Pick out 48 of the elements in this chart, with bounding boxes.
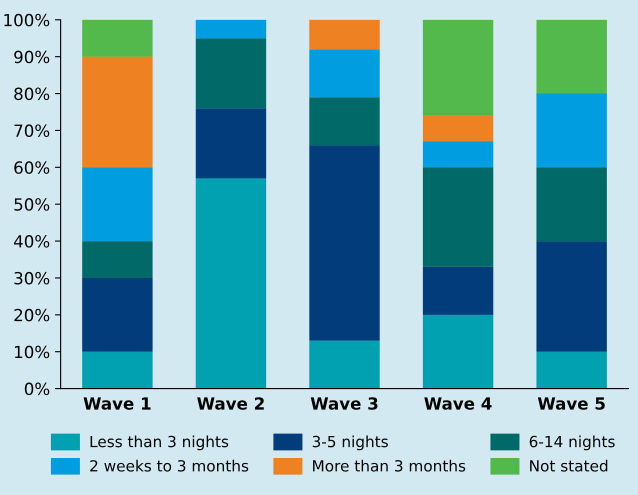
bar bbox=[536, 167, 607, 242]
bar bbox=[422, 266, 494, 315]
y-tick-label: 90% bbox=[14, 50, 50, 64]
legend-label: Less than 3 nights bbox=[90, 436, 228, 450]
y-tick-label: 100% bbox=[4, 14, 50, 26]
bar bbox=[196, 20, 266, 38]
legend-label: 6-14 nights bbox=[530, 436, 615, 450]
bar bbox=[82, 167, 153, 242]
bar bbox=[309, 49, 380, 98]
bar bbox=[536, 241, 607, 352]
bar bbox=[82, 352, 153, 389]
y-tick-label: 80% bbox=[14, 88, 50, 100]
bar bbox=[82, 241, 153, 278]
y-tick-label: 10% bbox=[14, 346, 50, 358]
legend-label: 3-5 nights bbox=[312, 436, 388, 450]
y-tick-label: 30% bbox=[14, 272, 50, 285]
legend-label: 2 weeks to 3 months bbox=[90, 460, 248, 472]
x-tick-label: Wave 3 bbox=[310, 397, 378, 410]
bar bbox=[536, 352, 607, 389]
bar bbox=[309, 145, 380, 341]
legend-label: More than 3 months bbox=[313, 460, 466, 472]
bar bbox=[82, 20, 153, 57]
bar bbox=[196, 38, 266, 108]
bar bbox=[422, 141, 494, 168]
y-tick-label: 40% bbox=[14, 235, 50, 248]
y-tick-label: 50% bbox=[14, 198, 50, 211]
bar bbox=[422, 116, 494, 142]
x-tick-label: Wave 4 bbox=[424, 397, 492, 410]
bar bbox=[309, 20, 380, 50]
y-tick-label: 70% bbox=[14, 124, 50, 137]
bar bbox=[536, 20, 607, 94]
legend-label: Not stated bbox=[530, 460, 608, 472]
x-tick-label: Wave 5 bbox=[538, 397, 605, 410]
x-tick-label: Wave 2 bbox=[197, 397, 264, 410]
y-tick-label: 0% bbox=[24, 382, 50, 396]
y-tick-label: 20% bbox=[14, 308, 50, 322]
bar bbox=[196, 178, 266, 389]
bar bbox=[422, 167, 494, 267]
bar bbox=[82, 278, 153, 352]
bar bbox=[536, 94, 607, 168]
x-tick-label: Wave 1 bbox=[84, 397, 151, 410]
bar bbox=[196, 108, 266, 178]
bar bbox=[422, 20, 494, 116]
bar bbox=[309, 340, 380, 389]
y-tick-label: 60% bbox=[14, 161, 50, 174]
bar bbox=[422, 314, 494, 389]
bar bbox=[82, 56, 153, 168]
bar bbox=[309, 97, 380, 146]
